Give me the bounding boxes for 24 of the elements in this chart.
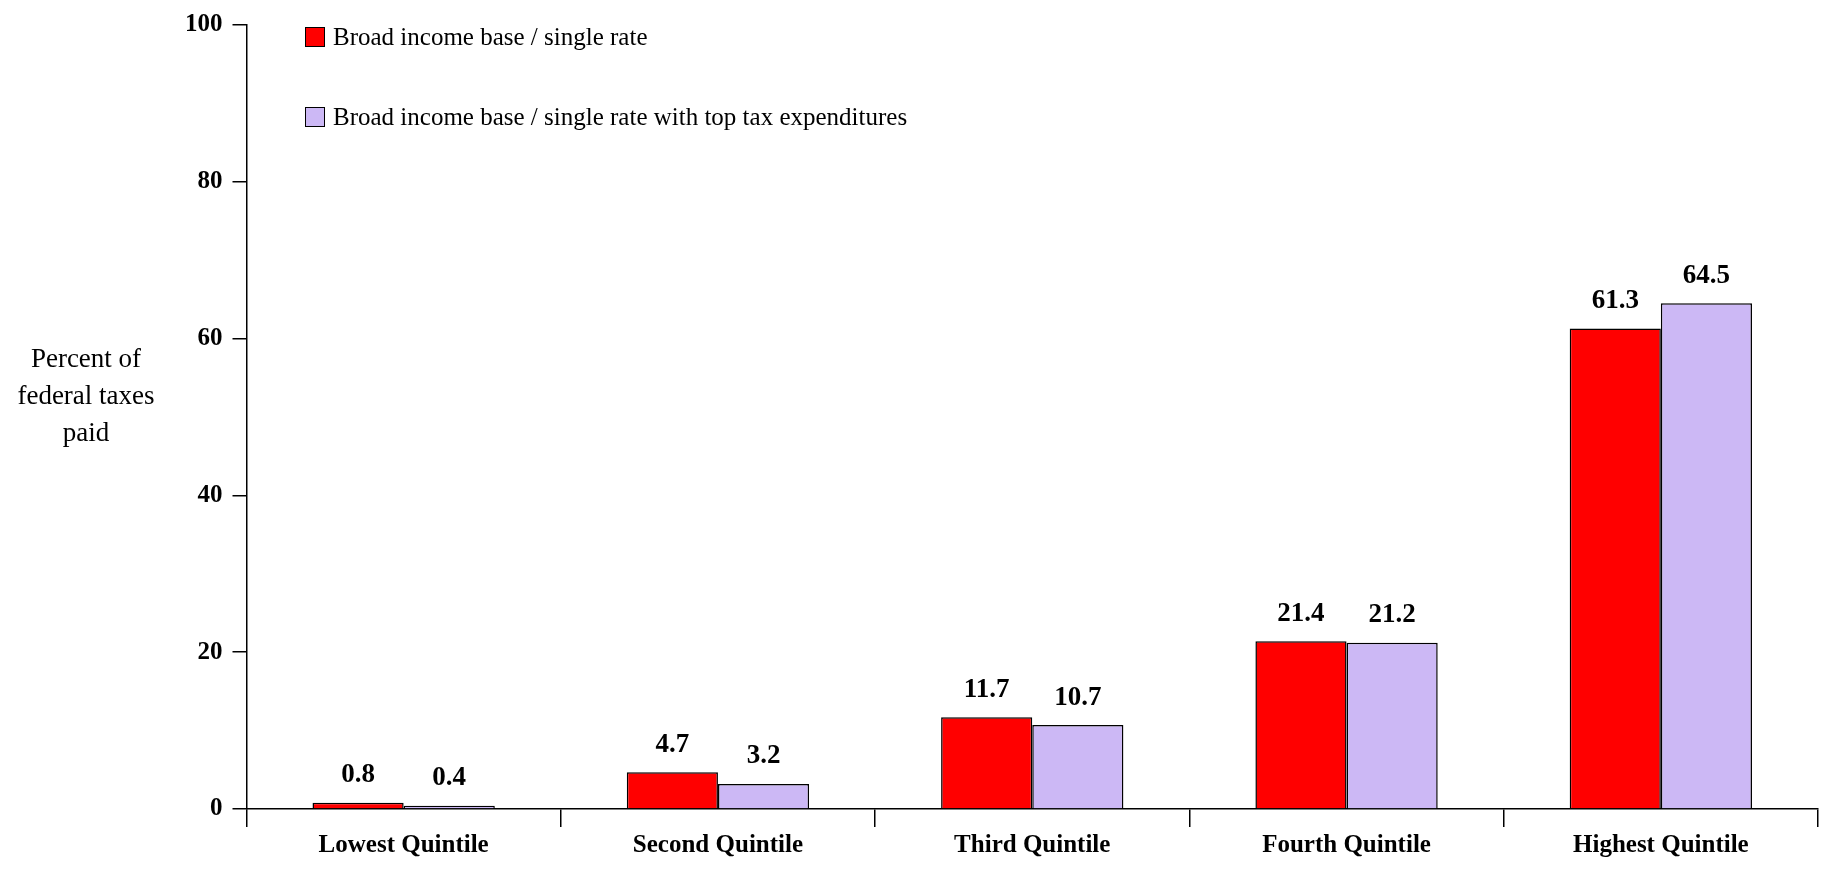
legend-label: Broad income base / single rate with top tax expenditures	[333, 103, 908, 131]
x-tick-label: Highest Quintile	[1572, 830, 1749, 858]
data-label: 0.4	[432, 761, 467, 792]
data-label: 4.7	[655, 727, 690, 758]
y-tick-label: 80	[197, 166, 223, 194]
y-axis-title: Percent of federal taxes paid	[16, 342, 156, 449]
y-tick-label: 0	[210, 793, 223, 821]
data-label: 64.5	[1682, 258, 1731, 289]
y-tick-label: 60	[197, 323, 223, 351]
y-tick-label: 100	[185, 9, 223, 37]
legend-label: Broad income base / single rate	[333, 23, 648, 51]
data-label: 3.2	[746, 739, 781, 770]
data-label: 10.7	[1054, 680, 1102, 711]
data-label: 21.4	[1277, 596, 1325, 627]
x-tick-label: Third Quintile	[954, 830, 1111, 858]
y-tick-label: 20	[197, 636, 223, 664]
data-label: 21.2	[1368, 598, 1416, 629]
data-label: 0.8	[341, 758, 375, 789]
data-label: 61.3	[1591, 283, 1639, 314]
x-tick-label: Lowest Quintile	[318, 830, 489, 858]
x-tick-label: Fourth Quintile	[1262, 830, 1431, 858]
data-label: 11.7	[963, 672, 1010, 703]
x-tick-label: Second Quintile	[632, 830, 804, 858]
y-tick-label: 40	[197, 479, 223, 507]
